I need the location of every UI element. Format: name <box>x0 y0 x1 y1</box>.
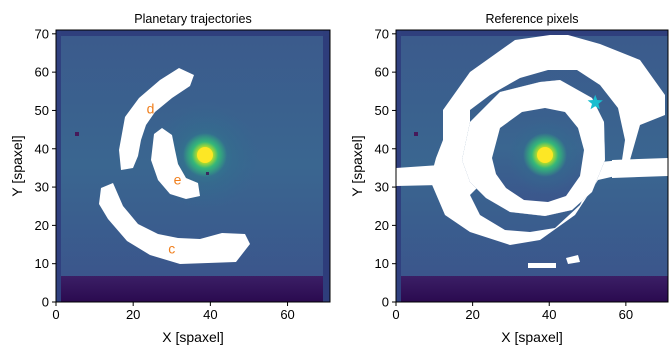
x-tick-label: 60 <box>280 307 294 322</box>
x-axis-label-right: X [spaxel] <box>501 329 562 345</box>
y-tick-label: 30 <box>375 180 389 195</box>
x-axis-left: 0 20 40 60 X [spaxel] <box>52 302 295 345</box>
bad-pixel <box>75 132 79 136</box>
trajectory-mask-c <box>99 183 250 264</box>
y-tick-label: 40 <box>35 141 49 156</box>
plot-frame-left <box>55 29 331 303</box>
reference-mask-tail <box>528 255 580 268</box>
y-tick-label: 20 <box>35 218 49 233</box>
label-c: c <box>168 240 175 256</box>
x-ticks-left: 0 20 40 60 <box>52 302 295 322</box>
y-tick-label: 50 <box>375 103 389 118</box>
panel-reference-pixels: Reference pixels 0 20 40 60 <box>349 12 669 345</box>
panel-planetary-trajectories: Planetary trajectories d e c 0 20 40 60 X [… <box>9 12 331 345</box>
y-ticks-right: 0 10 20 30 40 50 60 70 <box>375 26 396 310</box>
x-axis-right: 0 20 40 60 X [spaxel] <box>392 302 633 345</box>
plot-frame-right <box>395 29 669 303</box>
x-tick-label: 20 <box>465 307 479 322</box>
trajectory-mask-e <box>151 128 200 199</box>
label-d: d <box>147 101 155 117</box>
detector-top-edge <box>56 30 330 36</box>
y-axis-label-left: Y [spaxel] <box>9 135 25 196</box>
bad-pixel <box>206 172 209 175</box>
star-core <box>537 147 553 163</box>
panel-title-left: Planetary trajectories <box>134 12 251 26</box>
detector-left-edge <box>56 30 61 302</box>
x-tick-label: 0 <box>392 307 399 322</box>
x-tick-label: 0 <box>52 307 59 322</box>
detector-top-edge <box>396 30 668 36</box>
x-ticks-right: 0 20 40 60 <box>392 302 633 322</box>
y-tick-label: 60 <box>35 65 49 80</box>
reference-mask-arm-right <box>612 158 668 178</box>
y-tick-label: 40 <box>375 141 389 156</box>
panel-title-right: Reference pixels <box>485 12 578 26</box>
y-tick-label: 0 <box>382 295 389 310</box>
reference-mask-inner <box>462 80 605 216</box>
y-tick-label: 0 <box>42 295 49 310</box>
detector-edge-band <box>396 276 668 302</box>
y-axis-right: 0 10 20 30 40 50 60 70 Y [spaxel] <box>349 26 396 310</box>
y-tick-label: 60 <box>375 65 389 80</box>
detector-edge-band <box>56 276 330 302</box>
y-tick-label: 20 <box>375 218 389 233</box>
heatmap-right <box>396 30 668 302</box>
reference-mask-arm-left <box>396 165 456 186</box>
y-tick-label: 30 <box>35 180 49 195</box>
reference-mask <box>430 35 665 245</box>
y-ticks-left: 0 10 20 30 40 50 60 70 <box>35 26 56 310</box>
y-tick-label: 50 <box>35 103 49 118</box>
y-tick-label: 70 <box>35 26 49 41</box>
heatmap-left: d e c <box>56 30 330 302</box>
x-tick-label: 20 <box>126 307 140 322</box>
star-core <box>197 147 213 163</box>
y-axis-left: 0 10 20 30 40 50 60 70 Y [spaxel] <box>9 26 56 310</box>
x-tick-label: 60 <box>619 307 633 322</box>
bad-pixel <box>414 132 418 136</box>
x-tick-label: 40 <box>203 307 217 322</box>
y-tick-label: 10 <box>375 256 389 271</box>
y-tick-label: 10 <box>35 256 49 271</box>
marker-star <box>587 94 603 110</box>
x-axis-label-left: X [spaxel] <box>162 329 223 345</box>
detector-left-edge <box>396 30 401 302</box>
detector-right-edge <box>323 30 330 302</box>
y-tick-label: 70 <box>375 26 389 41</box>
x-tick-label: 40 <box>542 307 556 322</box>
label-e: e <box>174 171 182 187</box>
y-axis-label-right: Y [spaxel] <box>349 135 365 196</box>
trajectory-mask-d <box>119 68 194 170</box>
